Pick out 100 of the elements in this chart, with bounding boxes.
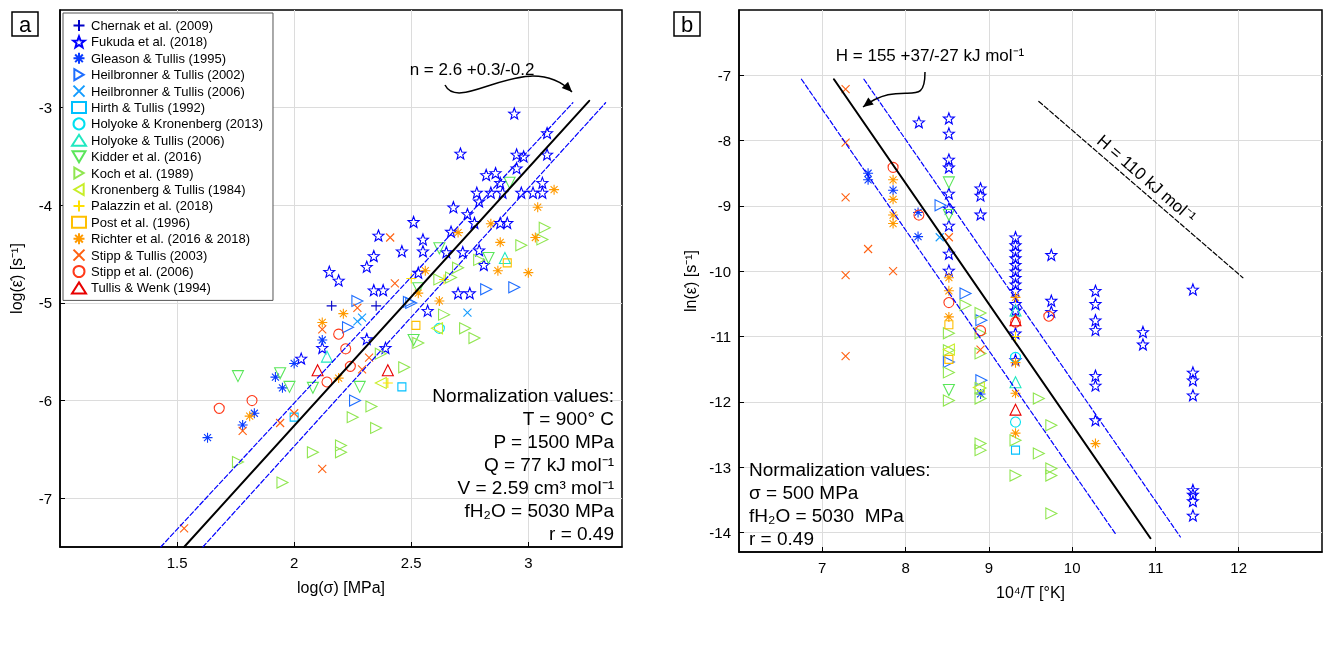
- annotation: Q = 77 kJ mol⁻¹: [483, 453, 614, 475]
- point: [357, 313, 367, 323]
- y-tick-label: -7: [717, 66, 731, 84]
- annotation: r = 0.49: [749, 527, 814, 549]
- point: [944, 232, 954, 242]
- legend-label: Holyoke & Kronenberg (2013): [91, 116, 263, 132]
- point: [498, 251, 511, 265]
- legend-label: Fukuda et al. (2018): [91, 34, 208, 50]
- point: [974, 208, 987, 221]
- point: [959, 287, 972, 300]
- point: [370, 300, 382, 312]
- x-tick-label: 9: [984, 559, 994, 576]
- point: [510, 162, 523, 175]
- point: [407, 333, 420, 347]
- point: [433, 273, 446, 286]
- point: [974, 347, 987, 360]
- point: [334, 439, 348, 452]
- point: [942, 202, 955, 215]
- point: [445, 225, 458, 238]
- y-tick-label: -9: [717, 197, 731, 215]
- annotation: Normalization values:: [749, 458, 931, 480]
- point: [974, 388, 987, 400]
- point: [510, 148, 523, 161]
- point: [470, 186, 483, 199]
- point: [416, 233, 430, 246]
- annotation: H = 155 +37/-27 kJ mol⁻¹: [835, 46, 1025, 65]
- point: [1045, 305, 1058, 318]
- point: [276, 382, 289, 394]
- y-tick-label: -5: [38, 294, 52, 312]
- point: [1009, 427, 1022, 439]
- point: [1009, 387, 1022, 399]
- point: [1089, 314, 1102, 327]
- point: [482, 251, 495, 265]
- point: [454, 147, 467, 160]
- annotation: fH₂O = 5030 MPa: [464, 499, 615, 521]
- point: [959, 299, 972, 312]
- point: [942, 127, 955, 140]
- point: [1089, 414, 1102, 427]
- point: [333, 372, 345, 384]
- point: [421, 304, 434, 317]
- legend-label: Stipp et al. (2006): [91, 264, 194, 279]
- x-tick-label: 2: [289, 554, 299, 571]
- point: [515, 186, 528, 199]
- point: [477, 258, 490, 271]
- x-tick-label: 7: [818, 559, 827, 576]
- point: [468, 332, 481, 345]
- point: [494, 176, 507, 189]
- point: [334, 446, 348, 459]
- point: [887, 161, 899, 173]
- point: [461, 208, 474, 221]
- point: [333, 328, 345, 340]
- point: [407, 215, 420, 228]
- y-tick-label: -10: [709, 262, 731, 280]
- point: [379, 341, 392, 354]
- point: [541, 126, 554, 140]
- point: [433, 295, 445, 307]
- point: [416, 245, 430, 258]
- point: [352, 303, 362, 313]
- point: [508, 281, 521, 294]
- point: [473, 253, 486, 266]
- point: [1089, 369, 1102, 382]
- point: [1009, 353, 1022, 367]
- point: [201, 432, 214, 444]
- y-tick-label: -11: [710, 328, 731, 346]
- point: [480, 283, 493, 296]
- point: [974, 306, 987, 320]
- point: [974, 392, 987, 405]
- y-tick-label: -8: [717, 132, 731, 150]
- x-tick-label: 8: [901, 559, 910, 576]
- point: [942, 247, 955, 260]
- point: [288, 357, 300, 369]
- point: [405, 272, 417, 285]
- legend-label: Tullis & Wenk (1994): [91, 280, 211, 296]
- point: [452, 287, 465, 300]
- point: [1032, 392, 1045, 405]
- point: [863, 244, 873, 254]
- point: [316, 341, 329, 354]
- point: [942, 112, 955, 125]
- point: [244, 410, 256, 422]
- y-tick-label: -13: [709, 458, 731, 476]
- point: [317, 464, 327, 474]
- point: [433, 242, 446, 255]
- annotation: n = 2.6 +0.3/-0.2: [409, 60, 535, 79]
- point: [1009, 231, 1022, 244]
- point: [276, 476, 289, 489]
- point: [1186, 366, 1199, 379]
- point: [473, 195, 486, 208]
- point: [1045, 462, 1058, 475]
- point: [944, 354, 954, 364]
- point: [447, 201, 460, 214]
- point: [943, 311, 955, 323]
- point: [522, 267, 534, 279]
- point: [548, 184, 560, 196]
- point: [515, 239, 528, 252]
- point: [496, 186, 509, 199]
- x-axis-title: 10⁴/T [°K]: [995, 583, 1066, 601]
- point: [942, 355, 955, 369]
- point: [237, 419, 249, 431]
- point: [538, 221, 551, 234]
- point: [385, 232, 395, 243]
